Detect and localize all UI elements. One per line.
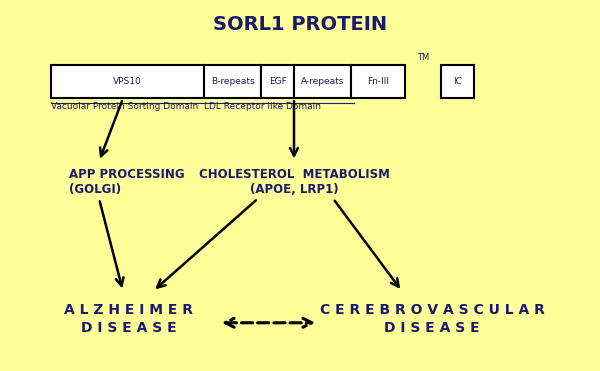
Bar [261, 65, 294, 98]
FancyArrowPatch shape [157, 200, 256, 288]
Text: CHOLESTEROL  METABOLISM: CHOLESTEROL METABOLISM [199, 168, 389, 181]
Text: B-repeats: B-repeats [211, 77, 254, 86]
Text: Fn-III: Fn-III [367, 77, 389, 86]
Text: APP PROCESSING: APP PROCESSING [69, 168, 185, 181]
Text: IC: IC [453, 77, 462, 86]
Text: (APOE, LRP1): (APOE, LRP1) [250, 183, 338, 196]
Text: SORL1 PROTEIN: SORL1 PROTEIN [213, 14, 387, 34]
Bar [351, 65, 405, 98]
FancyArrowPatch shape [335, 201, 398, 287]
Bar [51, 65, 204, 98]
Text: VPS10: VPS10 [113, 77, 142, 86]
Text: D I S E A S E: D I S E A S E [384, 321, 480, 335]
Text: A-repeats: A-repeats [301, 77, 344, 86]
Text: Vacuolar Protein Sorting Domain: Vacuolar Protein Sorting Domain [51, 102, 198, 111]
FancyArrowPatch shape [100, 201, 124, 286]
Text: A L Z H E I M E R: A L Z H E I M E R [65, 303, 193, 317]
Text: EGF: EGF [269, 77, 286, 86]
Text: TM: TM [417, 53, 429, 62]
Text: C E R E B R O V A S C U L A R: C E R E B R O V A S C U L A R [320, 303, 544, 317]
Bar [204, 65, 261, 98]
Bar [441, 65, 474, 98]
Text: LDL Receptor like Domain: LDL Receptor like Domain [204, 102, 321, 111]
FancyArrowPatch shape [100, 101, 122, 156]
Text: D I S E A S E: D I S E A S E [81, 321, 177, 335]
Bar [294, 65, 351, 98]
FancyArrowPatch shape [290, 101, 298, 156]
Text: (GOLGI): (GOLGI) [69, 183, 121, 196]
